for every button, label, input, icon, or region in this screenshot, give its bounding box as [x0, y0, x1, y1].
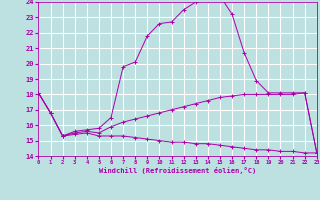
X-axis label: Windchill (Refroidissement éolien,°C): Windchill (Refroidissement éolien,°C)	[99, 167, 256, 174]
